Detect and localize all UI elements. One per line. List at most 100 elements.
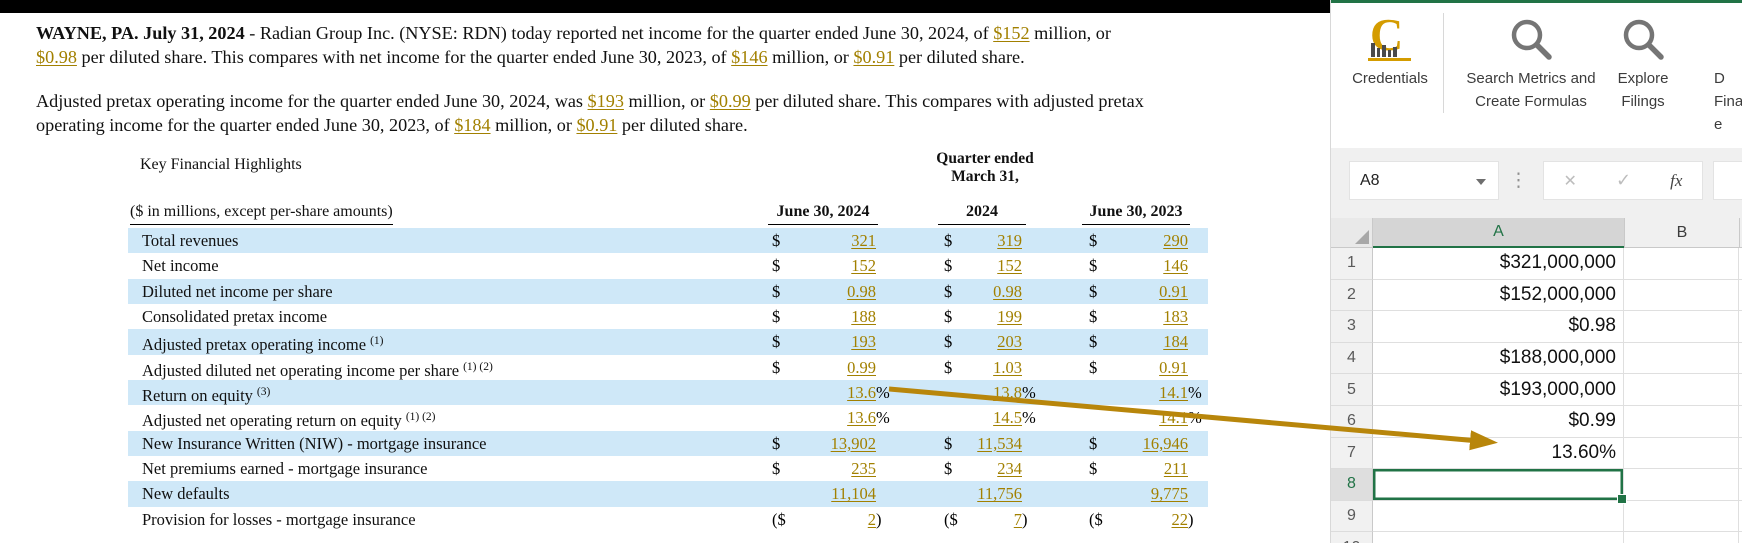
cell-value-link[interactable]: 7 — [1013, 509, 1022, 529]
insert-function-button[interactable]: fx — [1670, 170, 1683, 190]
cell-value-link[interactable]: 14.5 — [993, 408, 1022, 428]
cell[interactable] — [1373, 532, 1624, 543]
value-link[interactable]: $0.98 — [36, 47, 77, 67]
cell[interactable] — [1624, 311, 1739, 343]
row-header[interactable]: 5 — [1331, 374, 1373, 406]
cell-value-link[interactable]: 188 — [851, 306, 876, 326]
ribbon-item[interactable]: D Finan e — [1714, 10, 1742, 136]
cell-value-link[interactable]: 14.1 — [1159, 408, 1188, 428]
cell[interactable] — [1624, 342, 1739, 375]
cell[interactable] — [1373, 500, 1624, 533]
cell-value-link[interactable]: 13,902 — [830, 433, 876, 453]
cell-value-link[interactable]: 319 — [997, 231, 1022, 250]
row-header[interactable]: 1 — [1331, 248, 1373, 280]
cell-value-link[interactable]: 184 — [1163, 332, 1188, 352]
cell-value-link[interactable]: 183 — [1163, 306, 1188, 326]
currency-symbol: $ — [1089, 256, 1098, 276]
sheet-row: 5 $193,000,000 — [1331, 374, 1742, 406]
cell[interactable]: $152,000,000 — [1373, 279, 1624, 312]
value-link[interactable]: $146 — [731, 47, 768, 67]
cell-value-link[interactable]: 0.99 — [847, 357, 876, 377]
row-header[interactable]: 2 — [1331, 279, 1373, 312]
cell-value-link[interactable]: 11,534 — [977, 433, 1022, 453]
cell-value-link[interactable]: 152 — [851, 256, 876, 276]
cell[interactable] — [1624, 279, 1739, 312]
cell[interactable]: $193,000,000 — [1373, 374, 1624, 406]
top-black-bar — [0, 0, 1330, 13]
cell-value-link[interactable]: 13.8 — [993, 382, 1022, 402]
cell-value-link[interactable]: 9,775 — [1150, 484, 1188, 504]
name-box[interactable]: A8 — [1349, 161, 1499, 200]
table-row: Return on equity (3) 13.6% 13.8% 14.1% — [128, 379, 1208, 406]
cell[interactable] — [1624, 500, 1739, 533]
cell-value-link[interactable]: 234 — [997, 458, 1022, 478]
cell-value-link[interactable]: 203 — [997, 332, 1022, 352]
table-row: Total revenues $321 $319 $290 — [128, 228, 1208, 254]
cell-value-link[interactable]: 146 — [1163, 256, 1188, 276]
row-header[interactable]: 4 — [1331, 342, 1373, 375]
cell-value-link[interactable]: 235 — [851, 458, 876, 478]
row-header[interactable]: 9 — [1331, 500, 1373, 533]
currency-symbol: $ — [944, 458, 953, 478]
cell-value-link[interactable]: 13.6 — [847, 408, 876, 428]
cell-value-link[interactable]: 321 — [851, 231, 876, 250]
cell-value-link[interactable]: 11,104 — [831, 484, 876, 504]
ribbon-icon-area: C — [1333, 9, 1447, 67]
value-link[interactable]: $184 — [454, 115, 491, 135]
ribbon-item[interactable]: C Credentials — [1333, 9, 1447, 90]
value-link[interactable]: $152 — [993, 23, 1030, 43]
cell-value-link[interactable]: 0.98 — [847, 281, 876, 301]
cell[interactable]: $0.98 — [1373, 311, 1624, 343]
cell-value-link[interactable]: 22 — [1171, 509, 1189, 529]
ribbon-item[interactable]: Explore Filings — [1609, 10, 1677, 113]
ribbon-item[interactable]: Search Metrics and Create Formulas — [1449, 10, 1613, 113]
table-cell: $1.03 — [944, 355, 1022, 380]
column-header-a[interactable]: A — [1373, 218, 1624, 248]
caret-down-icon[interactable] — [1476, 179, 1486, 185]
formula-bar-input[interactable] — [1713, 161, 1742, 200]
cell[interactable] — [1624, 437, 1739, 470]
cell-value-link[interactable]: 13.6 — [847, 382, 876, 402]
cell-value-link[interactable]: 1.03 — [993, 357, 1022, 377]
cell[interactable] — [1624, 405, 1739, 438]
cell-value-link[interactable]: 152 — [997, 256, 1022, 276]
value-link[interactable]: $0.99 — [709, 91, 751, 111]
cell-value-link[interactable]: 16,946 — [1142, 433, 1188, 453]
cancel-button[interactable]: ✕ — [1563, 172, 1577, 190]
cell-value: $0.99 — [1568, 410, 1616, 432]
row-header[interactable]: 10 — [1331, 532, 1373, 543]
value-link[interactable]: $0.91 — [853, 47, 895, 67]
cell[interactable] — [1624, 374, 1739, 406]
active-cell[interactable] — [1373, 469, 1627, 504]
cell[interactable]: $188,000,000 — [1373, 342, 1624, 375]
cell-value-link[interactable]: 11,756 — [977, 484, 1022, 504]
cell[interactable] — [1624, 469, 1739, 501]
select-all-button[interactable] — [1331, 218, 1373, 248]
cell-value-link[interactable]: 199 — [997, 306, 1022, 326]
fill-handle[interactable] — [1617, 493, 1627, 504]
cell-value-link[interactable]: 211 — [1163, 458, 1188, 478]
row-header[interactable]: 8 — [1331, 469, 1373, 501]
cell[interactable]: 13.60% — [1373, 437, 1624, 470]
value-link[interactable]: $193 — [587, 91, 624, 111]
cell-value-link[interactable]: 14.1 — [1159, 382, 1188, 402]
row-header[interactable]: 3 — [1331, 311, 1373, 343]
cell[interactable]: $0.99 — [1373, 405, 1624, 438]
excel-pane: C Credentials Search Metrics and Create For… — [1330, 0, 1742, 543]
value-link[interactable]: $0.91 — [576, 115, 618, 135]
table-cell: ($ 22) — [1089, 507, 1194, 532]
cell-value-link[interactable]: 0.91 — [1159, 281, 1188, 301]
cell-value-link[interactable]: 0.91 — [1159, 357, 1188, 377]
row-header[interactable]: 6 — [1331, 405, 1373, 438]
table-cell: $199 — [944, 304, 1022, 329]
cell-value-link[interactable]: 193 — [851, 332, 876, 352]
row-header[interactable]: 7 — [1331, 437, 1373, 470]
cell[interactable] — [1624, 248, 1739, 280]
cell[interactable] — [1624, 532, 1739, 543]
cell[interactable]: $321,000,000 — [1373, 248, 1624, 280]
cell-value-link[interactable]: 290 — [1163, 231, 1188, 250]
confirm-button[interactable]: ✓ — [1616, 170, 1632, 190]
cell-value-link[interactable]: 2 — [867, 509, 876, 529]
cell-value-link[interactable]: 0.98 — [993, 281, 1022, 301]
column-header-b[interactable]: B — [1624, 218, 1739, 248]
